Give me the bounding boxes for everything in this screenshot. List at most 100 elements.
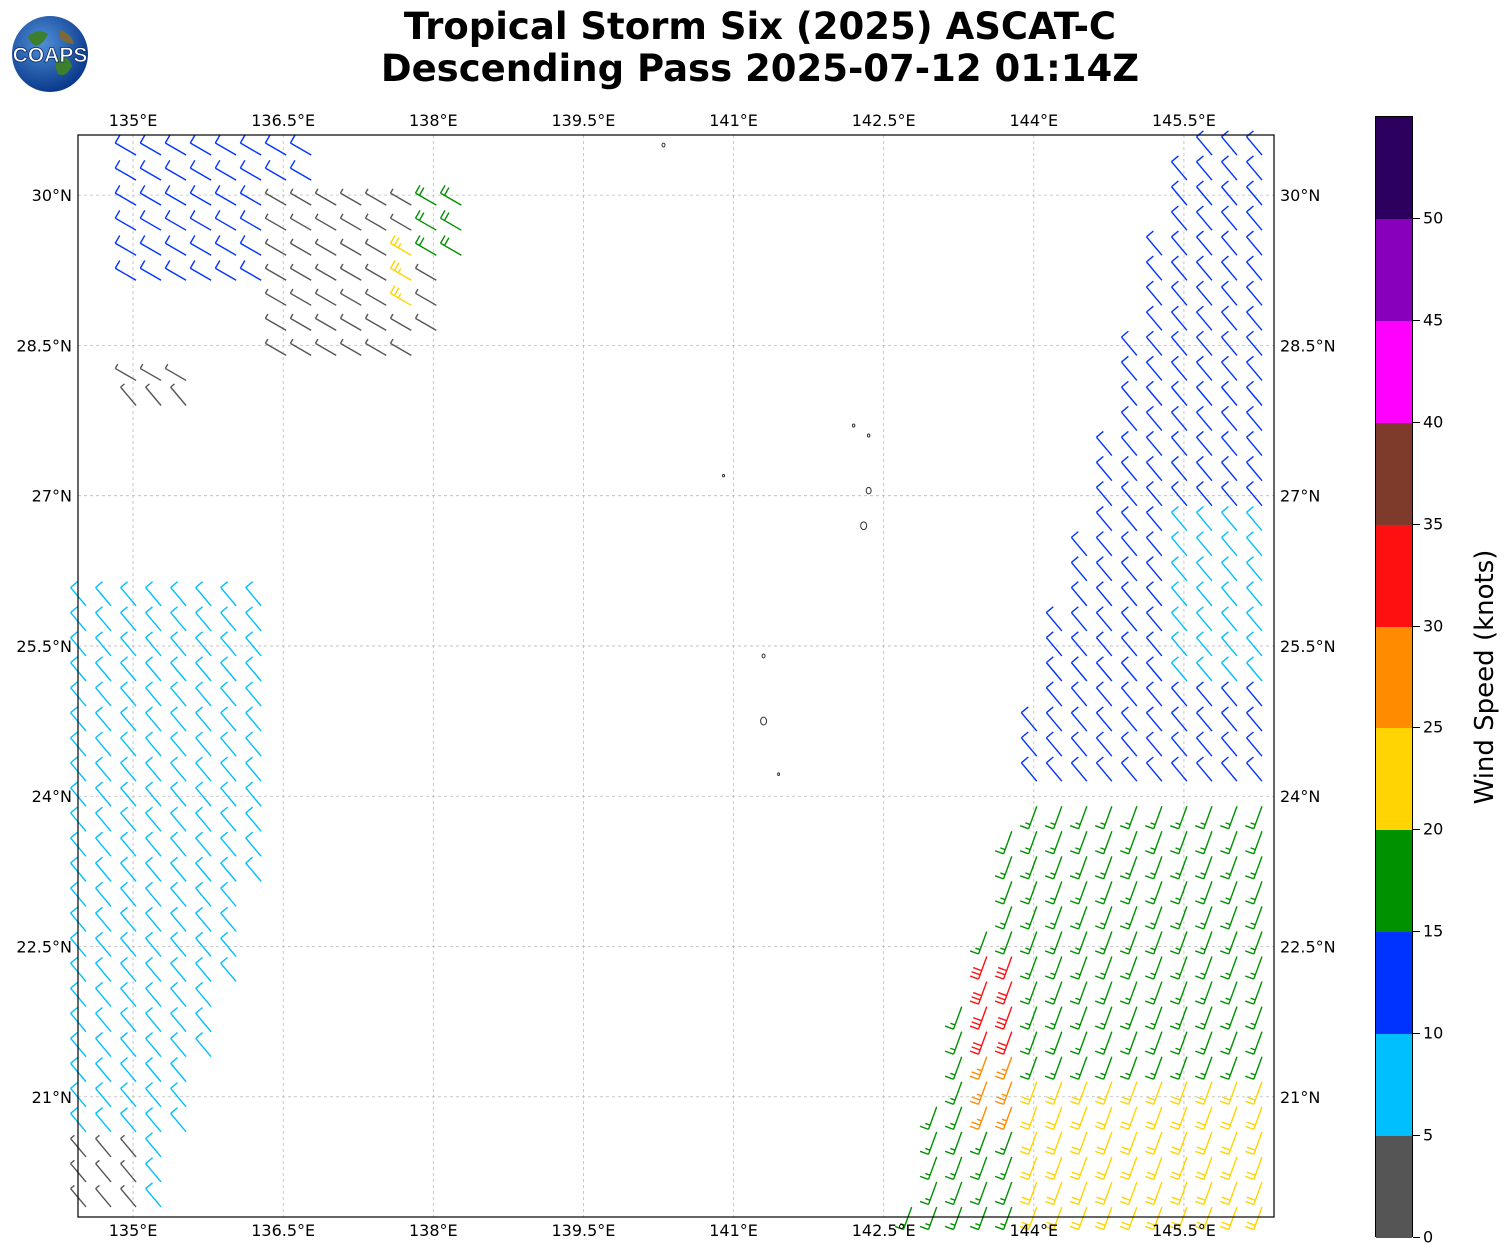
wind-barb: [1170, 280, 1188, 306]
wind-barb: [145, 1006, 162, 1033]
wind-barb: [170, 1031, 187, 1058]
wind-barb: [1019, 956, 1038, 980]
wind-barb: [994, 881, 1013, 905]
wind-barb: [1069, 831, 1088, 855]
colorbar-tick: [1413, 727, 1420, 729]
wind-barb: [145, 1132, 162, 1158]
wind-barb: [289, 188, 312, 206]
wind-barb: [1119, 1081, 1138, 1105]
wind-barb: [1044, 1156, 1063, 1181]
colorbar-tick: [1413, 931, 1420, 933]
wind-barb: [1145, 1181, 1163, 1206]
wind-barb: [1245, 956, 1263, 980]
island-outline: [661, 142, 666, 148]
wind-barb: [95, 731, 112, 757]
wind-barb: [1145, 806, 1163, 830]
wind-barb: [1020, 756, 1038, 782]
coaps-logo: COAPS: [10, 14, 90, 94]
wind-barb: [1246, 656, 1263, 682]
wind-barb: [339, 313, 362, 331]
wind-barb: [1246, 230, 1263, 256]
island-outline: [860, 521, 868, 531]
wind-barb: [95, 1082, 112, 1108]
colorbar-tick-label: 25: [1423, 717, 1444, 737]
wind-barb: [339, 238, 362, 256]
wind-barb: [220, 856, 237, 882]
wind-barb: [969, 956, 988, 980]
wind-barb: [389, 338, 412, 357]
wind-barb: [1221, 405, 1238, 431]
wind-barb: [944, 1031, 963, 1055]
wind-barb: [1069, 1031, 1088, 1055]
wind-barb: [1195, 631, 1213, 657]
wind-barb: [145, 931, 162, 957]
wind-barb: [1221, 581, 1238, 607]
wind-barb: [969, 1181, 988, 1206]
colorbar-segment: [1376, 117, 1412, 219]
wind-barb: [1120, 681, 1138, 707]
wind-barb: [1170, 180, 1188, 206]
wind-barb: [1221, 455, 1238, 482]
page-title: Tropical Storm Six (2025) ASCAT-C Descen…: [230, 6, 1290, 90]
wind-barb: [314, 213, 337, 231]
wind-barb: [1094, 1131, 1113, 1156]
wind-barb: [1170, 1056, 1188, 1080]
lon-label-bottom: 139.5°E: [551, 1221, 615, 1240]
wind-barb: [145, 656, 162, 682]
wind-barb: [1095, 581, 1113, 607]
wind-barb: [170, 1082, 187, 1108]
wind-barb: [264, 338, 287, 357]
colorbar-segment: [1376, 218, 1412, 321]
wind-barb: [1221, 330, 1238, 356]
wind-barb: [1195, 130, 1213, 156]
wind-barb: [1145, 230, 1163, 256]
wind-barb: [170, 681, 187, 707]
wind-barb: [1120, 506, 1138, 532]
wind-barb: [1145, 881, 1163, 905]
wind-barb: [120, 1184, 137, 1208]
wind-barb: [1069, 1081, 1088, 1105]
wind-barb: [364, 288, 387, 306]
wind-barb: [1044, 1006, 1063, 1030]
wind-barb: [389, 235, 412, 256]
wind-barb: [994, 1106, 1013, 1131]
wind-barb: [245, 856, 262, 882]
wind-barb: [944, 1131, 963, 1156]
wind-barb: [389, 313, 412, 331]
wind-barb: [1120, 631, 1138, 657]
wind-barb: [120, 906, 137, 932]
wind-barb: [1245, 806, 1263, 830]
wind-barb: [95, 1031, 112, 1058]
wind-barb: [1245, 881, 1263, 905]
wind-barb: [145, 681, 162, 707]
wind-barb: [1221, 430, 1238, 457]
wind-barb: [1044, 881, 1063, 905]
wind-barb: [120, 1031, 137, 1058]
wind-barb: [1045, 681, 1063, 707]
wind-barb: [1220, 931, 1238, 955]
wind-barb: [969, 1056, 988, 1080]
wind-barb: [1246, 756, 1263, 782]
wind-barb: [1094, 856, 1113, 880]
wind-barb: [1044, 831, 1063, 855]
wind-barb: [1069, 981, 1088, 1005]
wind-barb: [95, 631, 112, 657]
wind-barb: [1195, 881, 1213, 905]
wind-barb: [1170, 706, 1188, 732]
wind-barb: [95, 931, 112, 957]
wind-barb: [339, 188, 362, 206]
wind-barb: [994, 906, 1013, 930]
wind-barb: [1220, 1081, 1238, 1105]
globe-logo-icon: COAPS: [12, 16, 88, 92]
wind-barb: [1195, 1031, 1213, 1055]
wind-barb: [214, 260, 237, 281]
wind-barb: [1019, 1056, 1038, 1080]
wind-barb: [1170, 455, 1188, 482]
wind-barbs: [70, 130, 1263, 1231]
wind-barb: [1220, 1031, 1238, 1055]
wind-barb: [220, 606, 237, 632]
wind-barb: [1145, 756, 1163, 782]
wind-barb: [1070, 756, 1088, 782]
wind-barb: [1195, 1106, 1213, 1131]
wind-barb: [1220, 1006, 1238, 1030]
